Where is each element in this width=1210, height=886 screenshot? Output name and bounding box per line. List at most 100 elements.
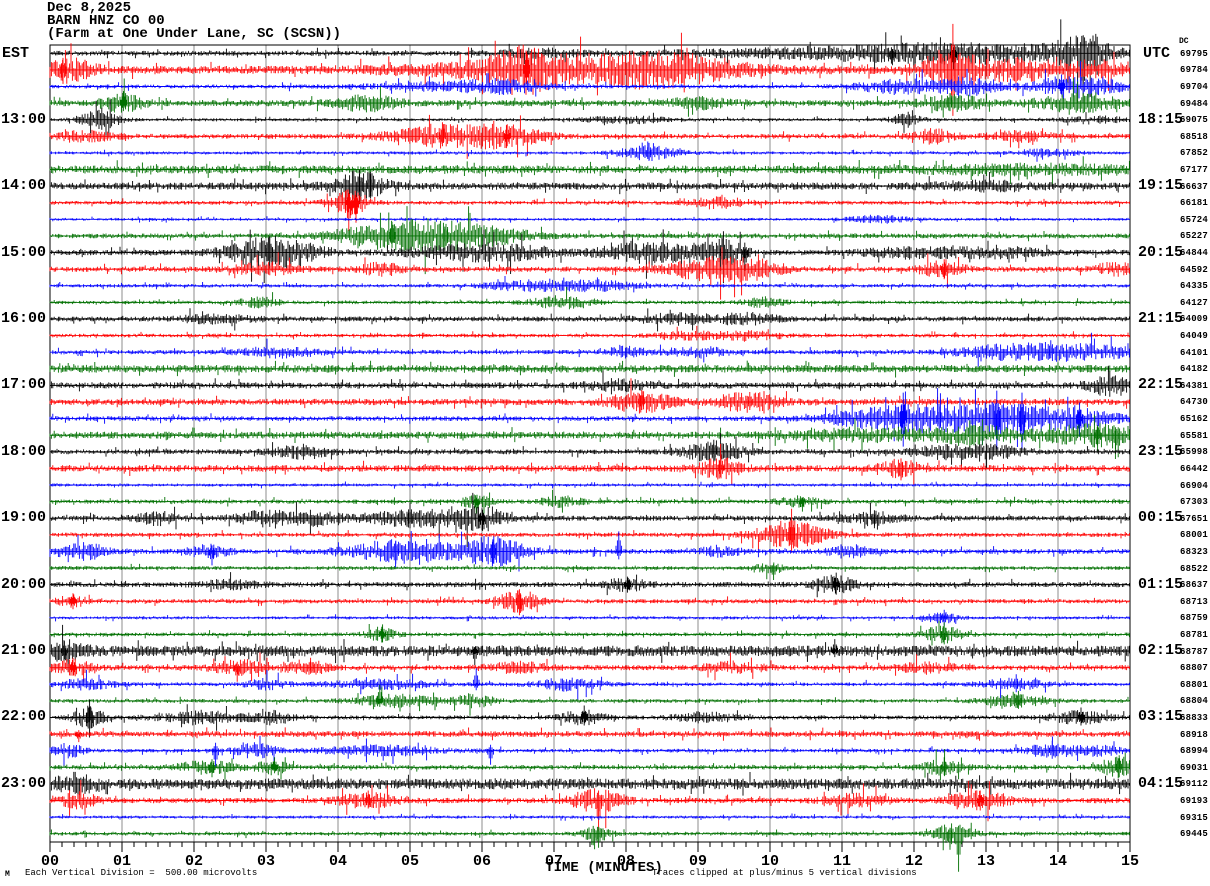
dc-offset-value: 68804	[1180, 696, 1209, 707]
utc-hour-label: 18:15	[1138, 110, 1184, 128]
dc-offset-value: 69112	[1180, 779, 1209, 790]
utc-hour-label: 00:15	[1138, 509, 1184, 527]
minute-tick-label: 14	[1048, 853, 1068, 870]
utc-hour-label: 22:15	[1138, 376, 1184, 394]
seismogram-trace-row-16	[49, 308, 1130, 332]
minute-tick-label: 12	[904, 853, 924, 870]
minute-tick-label: 03	[256, 853, 276, 870]
seismogram-trace-row-30	[49, 531, 1130, 572]
dc-offset-value: 66637	[1180, 181, 1209, 192]
minute-tick-label: 08	[616, 853, 636, 870]
seismogram-trace-row-23	[49, 414, 1130, 459]
est-hour-label: 21:00	[0, 642, 46, 660]
dc-offset-value: 64127	[1180, 297, 1209, 308]
est-hour-label: 19:00	[0, 509, 46, 527]
seismogram-trace-row-40	[49, 699, 1130, 738]
minute-tick-label: 10	[760, 853, 780, 870]
minute-tick-label: 06	[472, 853, 492, 870]
seismogram-trace-row-6	[49, 141, 1130, 162]
est-hour-label: 18:00	[0, 442, 46, 460]
est-hour-label: 17:00	[0, 376, 46, 394]
minute-tick-label: 05	[400, 853, 420, 870]
utc-hour-label: 02:15	[1138, 642, 1184, 660]
seismogram-trace-row-36	[49, 624, 1130, 673]
minute-tick-label: 00	[40, 853, 60, 870]
seismogram-trace-row-8	[49, 170, 1130, 207]
dc-offset-value: 67177	[1180, 165, 1209, 176]
seismogram-trace-row-2	[49, 60, 1130, 100]
dc-offset-value: 65724	[1180, 214, 1209, 225]
est-hour-label: 13:00	[0, 110, 46, 128]
minute-tick-label: 09	[688, 853, 708, 870]
dc-offset-value: 69315	[1180, 812, 1209, 823]
seismogram-trace-row-27	[49, 489, 1130, 514]
dc-offset-value: 65227	[1180, 231, 1209, 242]
seismogram-trace-row-11	[49, 206, 1130, 275]
corner-mark: M	[5, 870, 10, 879]
dc-offset-value: 68801	[1180, 679, 1209, 690]
dc-offset-value: 68918	[1180, 729, 1209, 740]
dc-offset-value: 64730	[1180, 397, 1209, 408]
seismogram-trace-row-17	[49, 325, 1130, 342]
seismogram-trace-row-7	[49, 156, 1130, 186]
dc-offset-value: 69075	[1180, 115, 1209, 126]
est-hour-label: 15:00	[0, 243, 46, 261]
dc-offset-value: 65998	[1180, 447, 1209, 458]
seismogram-trace-row-3	[49, 78, 1130, 118]
seismogram-trace-row-37	[49, 652, 1130, 682]
seismogram-trace-row-45	[49, 780, 1130, 831]
seismogram-trace-row-42	[49, 736, 1130, 768]
dc-offset-value: 68833	[1180, 712, 1209, 723]
seismogram-trace-row-5	[49, 114, 1130, 159]
seismogram-trace-row-46	[49, 813, 1130, 821]
est-hour-label: 20:00	[0, 575, 46, 593]
dc-offset-value: 64182	[1180, 364, 1209, 375]
seismogram-trace-row-32	[49, 572, 1130, 598]
minute-tick-label: 01	[112, 853, 132, 870]
minute-tick-label: 13	[976, 853, 996, 870]
seismogram-trace-row-28	[49, 492, 1130, 547]
dc-offset-value: 69445	[1180, 829, 1209, 840]
dc-offset-value: 68518	[1180, 131, 1209, 142]
seismogram-trace-row-38	[49, 668, 1130, 701]
title-station: BARN HNZ CO 00	[47, 13, 165, 29]
dc-offset-value: 64592	[1180, 264, 1209, 275]
seismogram-trace-row-9	[49, 189, 1130, 231]
seismogram-trace-row-39	[49, 684, 1130, 716]
seismogram-trace-row-24	[49, 433, 1130, 469]
est-hour-label: 23:00	[0, 774, 46, 792]
utc-hour-label: 23:15	[1138, 442, 1184, 460]
minute-tick-label: 15	[1120, 853, 1140, 870]
dc-offset-value: 68787	[1180, 646, 1209, 657]
scale-note: Each Vertical Division = 500.00 microvol…	[25, 868, 258, 878]
dc-offset-value: 64335	[1180, 281, 1209, 292]
dc-offset-value: 64009	[1180, 314, 1209, 325]
dc-offset-value: 69704	[1180, 82, 1209, 92]
dc-offset-value: 65581	[1180, 430, 1209, 441]
seismogram-trace-row-31	[49, 562, 1130, 580]
clip-note: Traces clipped at plus/minus 5 vertical …	[652, 868, 917, 878]
plot-frame	[49, 44, 1131, 843]
dc-offset-value: 65162	[1180, 414, 1209, 425]
dc-offset-value: 64049	[1180, 331, 1209, 342]
utc-hour-label: 20:15	[1138, 243, 1184, 261]
dc-offset-value: 67303	[1180, 497, 1209, 508]
seismogram-trace-row-34	[49, 609, 1130, 626]
seismogram-trace-row-14	[49, 276, 1130, 293]
dc-offset-value: 66181	[1180, 198, 1209, 209]
utc-hour-label: 04:15	[1138, 774, 1184, 792]
utc-hour-label: 01:15	[1138, 575, 1184, 593]
utc-axis-header: UTC	[1143, 45, 1171, 62]
dc-offset-value: 68994	[1180, 746, 1209, 757]
dc-offset-value: 69484	[1180, 98, 1209, 109]
seismogram-trace-row-12	[49, 229, 1130, 284]
dc-offset-value: 64101	[1180, 347, 1209, 358]
seismogram-trace-row-20	[49, 365, 1130, 397]
seismogram-trace-row-35	[49, 620, 1130, 646]
dc-offset-value: 68637	[1180, 580, 1209, 591]
title-location: (Farm at One Under Lane, SC (SCSN))	[47, 26, 342, 42]
est-hour-label: 14:00	[0, 177, 46, 195]
seismogram-trace-row-25	[49, 443, 1130, 486]
